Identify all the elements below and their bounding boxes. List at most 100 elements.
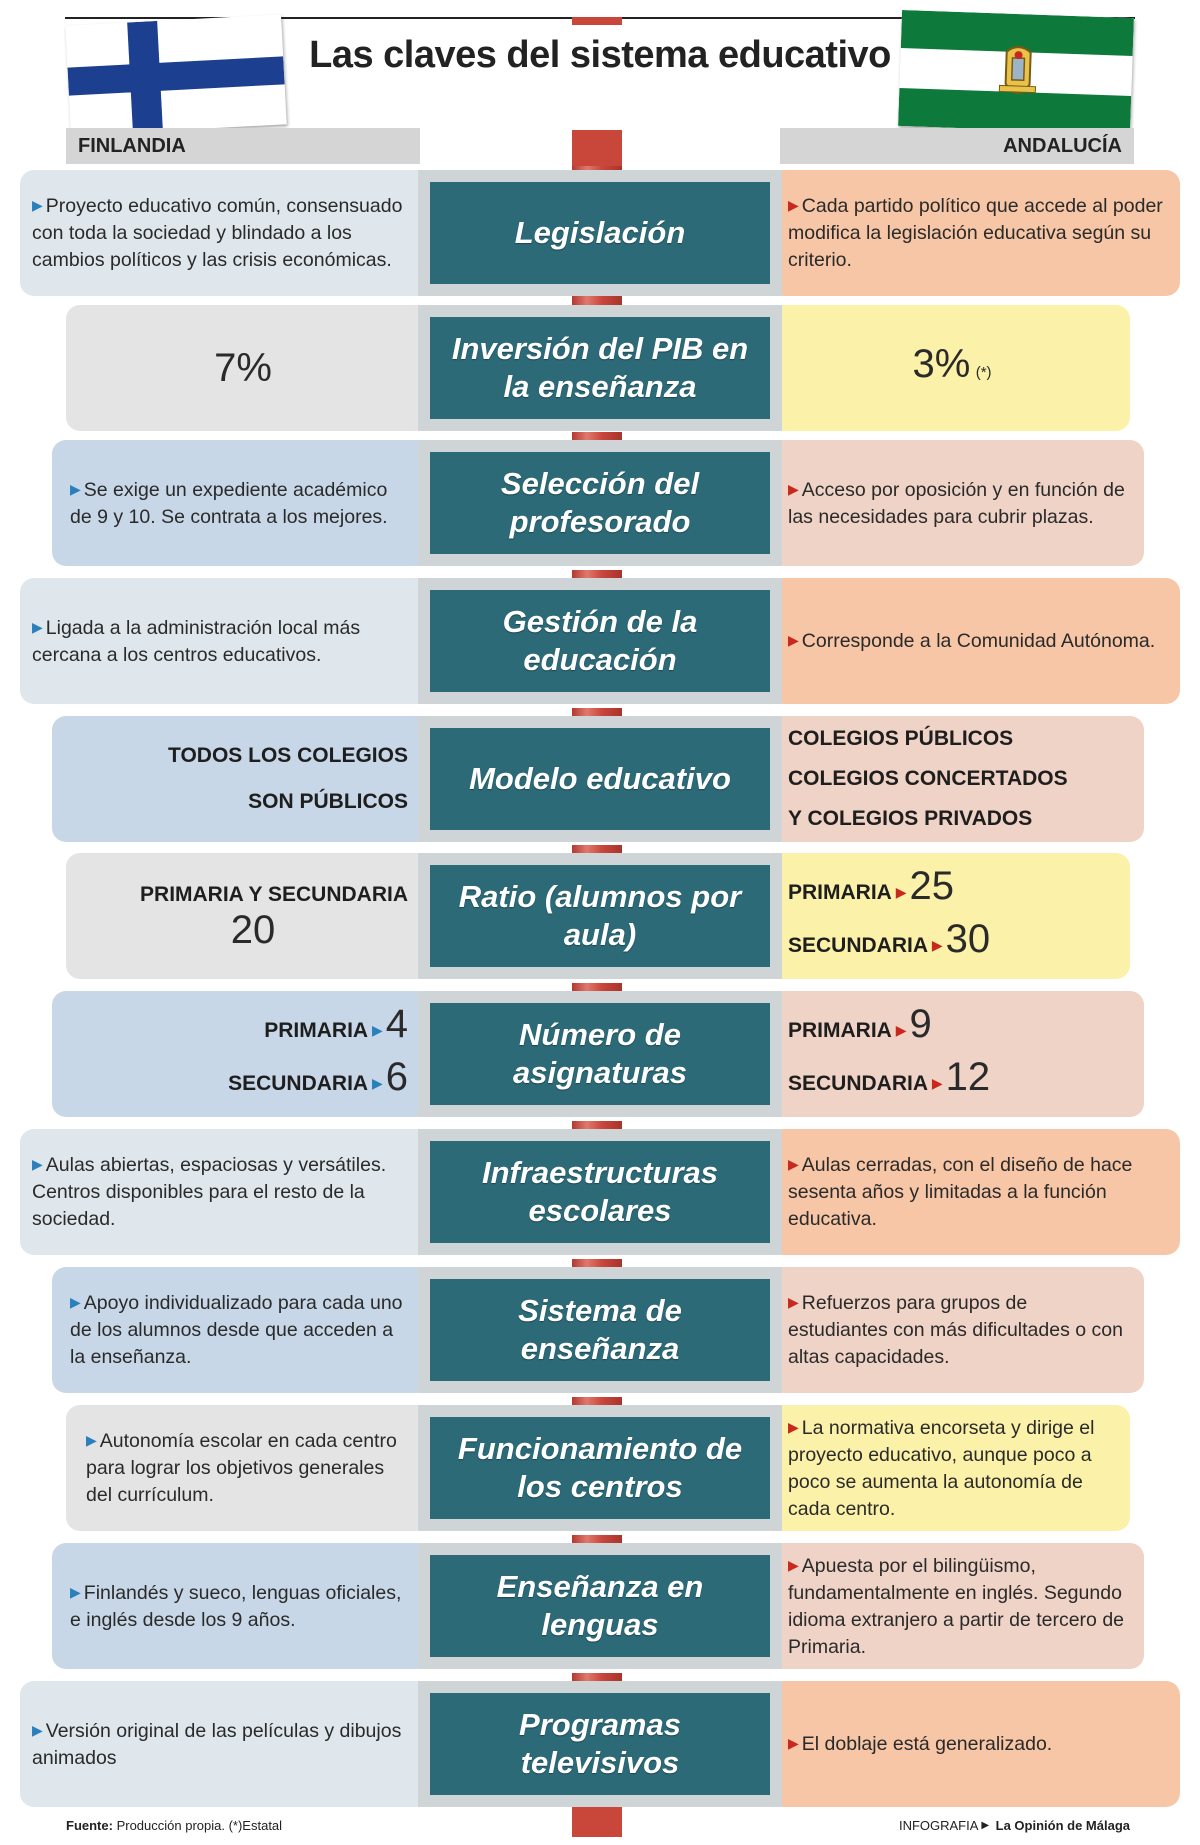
row-label: Selección del profesorado	[430, 452, 770, 554]
spine-bottom	[572, 1807, 622, 1837]
left-cell: ▶ Aulas abiertas, espaciosas y versátiles…	[20, 1129, 430, 1255]
right-text: Cada partido político que accede al pode…	[788, 195, 1163, 271]
row-label: Modelo educativo	[430, 728, 770, 830]
right-cell: ▶ Acceso por oposición y en función de la…	[770, 440, 1144, 566]
left-value: 6	[385, 1055, 408, 1099]
arrow-right-icon: ▶	[70, 480, 81, 497]
right-text: Apuesta por el bilingüismo, fundamentalm…	[788, 1554, 1125, 1658]
arrow-right-icon: ▶	[891, 1022, 907, 1038]
arrow-right-icon: ▶	[788, 1156, 799, 1172]
right-line: COLEGIOS PÚBLICOS	[788, 727, 1014, 750]
arrow-right-icon: ▶	[32, 197, 43, 213]
arrow-right-icon: ▶	[928, 1075, 943, 1091]
right-value: 9	[909, 1002, 932, 1046]
left-cell: ▶ Apoyo individualizado para cada uno de …	[52, 1267, 430, 1393]
arrow-right-icon: ▶	[32, 1721, 43, 1738]
andalucia-coat-of-arms-icon	[998, 46, 1037, 95]
right-text: Aulas cerradas, con el diseño de hace se…	[788, 1154, 1133, 1230]
right-line: COLEGIOS CONCERTADOS	[788, 767, 1068, 790]
row-inversion-pib: 7% 3% (*) Inversión del PIB en la enseña…	[0, 305, 1200, 431]
right-cell: ▶ Apuesta por el bilingüismo, fundamental…	[770, 1543, 1144, 1669]
left-text: Ligada a la administración local más cer…	[32, 616, 361, 666]
arrow-right-icon: ▶	[788, 1294, 799, 1310]
left-heading: PRIMARIA Y SECUNDARIA	[140, 882, 408, 906]
right-cell: ▶ El doblaje está generalizado.	[770, 1681, 1180, 1807]
right-value: 30	[945, 917, 991, 961]
row-programas-televisivos: ▶ Versión original de las películas y dib…	[0, 1681, 1200, 1807]
left-text: Versión original de las películas y dibu…	[32, 1719, 402, 1769]
page-title: Las claves del sistema educativo	[309, 34, 891, 76]
footer-credit: INFOGRAFIA ▶ La Opinión de Málaga	[898, 1818, 1130, 1833]
left-value: 4	[385, 1002, 408, 1046]
right-line: Y COLEGIOS PRIVADOS	[788, 807, 1033, 830]
footnote-marker: (*)	[975, 363, 992, 381]
row-label: Funcionamiento de los centros	[430, 1417, 770, 1519]
right-cell: ▶ Corresponde a la Comunidad Autónoma.	[770, 578, 1180, 704]
right-cell: PRIMARIA ▶25 SECUNDARIA ▶30	[770, 853, 1130, 979]
row-label: Infraestructuras escolares	[430, 1141, 770, 1243]
right-text: La normativa encorseta y dirige el proye…	[788, 1416, 1095, 1520]
footer-source: Fuente: Producción propia. (*)Estatal	[66, 1818, 283, 1833]
left-text: Finlandés y sueco, lenguas oficiales, e …	[70, 1581, 402, 1631]
arrow-right-icon: ▶	[788, 1418, 799, 1435]
row-funcionamiento-centros: ▶ Autonomía escolar en cada centro para l…	[0, 1405, 1200, 1531]
right-cell: PRIMARIA ▶9 SECUNDARIA ▶12	[770, 991, 1144, 1117]
spine-top	[572, 17, 622, 25]
right-cell: ▶ Refuerzos para grupos de estudiantes co…	[770, 1267, 1144, 1393]
row-modelo-educativo: TODOS LOS COLEGIOS SON PÚBLICOS COLEGIOS…	[0, 716, 1200, 842]
arrow-right-icon: ▶	[928, 937, 943, 953]
left-value: 7%	[214, 345, 272, 390]
arrow-right-icon: ▶	[32, 1156, 43, 1172]
left-text: Proyecto educativo común, consensuado co…	[32, 195, 403, 271]
arrow-right-icon: ▶	[788, 197, 799, 213]
finland-flag	[65, 14, 287, 136]
right-value: 3%	[912, 341, 971, 386]
arrow-right-icon: ▶	[368, 1075, 383, 1091]
right-cell: ▶ Cada partido político que accede al pod…	[770, 170, 1180, 296]
left-cell: ▶ Se exige un expediente académico de 9 y…	[52, 440, 430, 566]
row-label: Ratio (alumnos por aula)	[430, 865, 770, 967]
row-ratio: PRIMARIA Y SECUNDARIA 20 PRIMARIA ▶25 SE…	[0, 853, 1200, 979]
right-cell: ▶ La normativa encorseta y dirige el proy…	[770, 1405, 1130, 1531]
row-label: Enseñanza en lenguas	[430, 1555, 770, 1657]
row-legislacion: ▶ Proyecto educativo común, consensuado c…	[0, 170, 1200, 296]
left-cell: PRIMARIA Y SECUNDARIA 20	[66, 853, 430, 979]
right-value: 12	[945, 1055, 991, 1099]
row-label: Gestión de la educación	[430, 590, 770, 692]
row-infraestructuras: ▶ Aulas abiertas, espaciosas y versátiles…	[0, 1129, 1200, 1255]
left-cell: ▶ Autonomía escolar en cada centro para l…	[66, 1405, 430, 1531]
row-numero-asignaturas: PRIMARIA ▶4 SECUNDARIA ▶6 PRIMARIA ▶9 SE…	[0, 991, 1200, 1117]
left-cell: TODOS LOS COLEGIOS SON PÚBLICOS	[52, 716, 430, 842]
right-text: Acceso por oposición y en función de las…	[788, 478, 1125, 528]
arrow-right-icon: ▶	[891, 884, 907, 900]
arrow-right-icon: ▶	[70, 1294, 81, 1310]
arrow-right-icon: ▶	[788, 1556, 799, 1573]
left-text: Aulas abiertas, espaciosas y versátiles.…	[32, 1154, 387, 1230]
left-value: 20	[230, 907, 276, 952]
column-header-finlandia: FINLANDIA	[66, 128, 420, 164]
left-cell: PRIMARIA ▶4 SECUNDARIA ▶6	[52, 991, 430, 1117]
row-label: Legislación	[430, 182, 770, 284]
row-ensenanza-lenguas: ▶ Finlandés y sueco, lenguas oficiales, e…	[0, 1543, 1200, 1669]
andalucia-flag	[898, 9, 1134, 135]
left-line: TODOS LOS COLEGIOS	[168, 744, 408, 767]
right-text: Refuerzos para grupos de estudiantes con…	[788, 1292, 1123, 1368]
row-label: Sistema de enseñanza	[430, 1279, 770, 1381]
left-text: Apoyo individualizado para cada uno de l…	[70, 1292, 403, 1368]
arrow-right-icon: ▶	[368, 1022, 383, 1038]
row-label: Inversión del PIB en la enseñanza	[430, 317, 770, 419]
arrow-right-icon: ▶	[86, 1432, 97, 1448]
right-cell: COLEGIOS PÚBLICOS COLEGIOS CONCERTADOS Y…	[770, 716, 1144, 842]
right-cell: ▶ Aulas cerradas, con el diseño de hace s…	[770, 1129, 1180, 1255]
right-value: 25	[909, 864, 955, 908]
left-cell: ▶ Finlandés y sueco, lenguas oficiales, e…	[52, 1543, 430, 1669]
arrow-right-icon: ▶	[788, 1735, 799, 1751]
spine-header	[572, 130, 622, 166]
row-label: Número de asignaturas	[430, 1003, 770, 1105]
row-label: Programas televisivos	[430, 1693, 770, 1795]
left-line: SON PÚBLICOS	[248, 790, 408, 813]
row-seleccion-profesorado: ▶ Se exige un expediente académico de 9 y…	[0, 440, 1200, 566]
arrow-right-icon: ▶	[981, 1820, 990, 1831]
right-text: Corresponde a la Comunidad Autónoma.	[801, 630, 1156, 652]
